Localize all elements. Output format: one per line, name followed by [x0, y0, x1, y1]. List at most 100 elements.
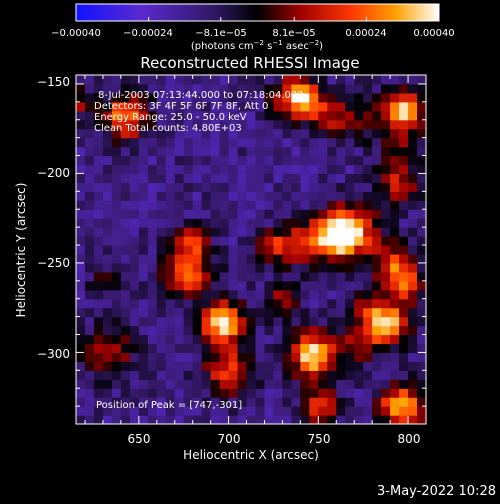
heatmap-cell [399, 316, 409, 327]
heatmap-cell [273, 191, 284, 201]
heatmap-cell [354, 406, 364, 416]
heatmap-cell [264, 209, 275, 219]
heatmap-cell [417, 83, 426, 94]
heatmap-cell [237, 83, 248, 94]
heatmap-cell [255, 110, 266, 121]
heatmap-cell [138, 271, 149, 282]
heatmap-cell [390, 200, 400, 210]
heatmap-cell [336, 262, 346, 273]
heatmap-cell [156, 406, 167, 416]
heatmap-cell [156, 370, 167, 380]
heatmap-cell [327, 343, 337, 354]
heatmap-cell [309, 101, 319, 112]
heatmap-cell [255, 388, 266, 398]
heatmap-cell [282, 128, 292, 139]
heatmap-cell [381, 218, 391, 228]
heatmap-cell [408, 200, 418, 210]
heatmap-cell [309, 370, 319, 380]
heatmap-cell [381, 191, 391, 201]
heatmap-cell [120, 164, 131, 175]
heatmap-cell [93, 316, 104, 327]
heatmap-cell [291, 200, 301, 210]
heatmap-cell [228, 245, 239, 255]
heatmap-cell [309, 75, 319, 85]
heatmap-cell [399, 137, 409, 148]
heatmap-cell [84, 236, 95, 246]
heatmap-cell [183, 75, 194, 85]
heatmap-cell [165, 253, 176, 264]
heatmap-cell [300, 361, 310, 371]
heatmap-cell [372, 262, 382, 273]
heatmap-cell [291, 379, 301, 389]
heatmap-cell [255, 218, 266, 228]
heatmap-cell [381, 316, 391, 327]
heatmap-cell [390, 173, 400, 183]
heatmap-cell [147, 298, 158, 309]
heatmap-cell [138, 200, 149, 210]
heatmap-cell [210, 92, 221, 103]
heatmap-cell [255, 128, 266, 139]
heatmap-cell [354, 137, 364, 148]
heatmap-cell [237, 388, 248, 398]
heatmap-cell [76, 173, 86, 183]
heatmap-cell [237, 271, 248, 282]
heatmap-cell [282, 397, 292, 407]
heatmap-cell [318, 325, 328, 336]
heatmap-cell [183, 370, 194, 380]
heatmap-cell [228, 110, 239, 121]
heatmap-cell [327, 200, 337, 210]
heatmap-cell [264, 191, 275, 201]
heatmap-cell [156, 227, 167, 237]
heatmap-cell [363, 200, 373, 210]
heatmap-cell [192, 253, 203, 264]
heatmap-cell [138, 110, 149, 121]
heatmap-cell [147, 83, 158, 94]
heatmap-cell [291, 119, 301, 130]
heatmap-cell [76, 298, 86, 309]
heatmap-cell [102, 75, 113, 85]
heatmap-cell [390, 325, 400, 336]
heatmap-cell [138, 182, 149, 192]
heatmap-cell [336, 101, 346, 112]
heatmap-cell [246, 200, 257, 210]
heatmap-cell [192, 173, 203, 183]
heatmap-cell [147, 110, 158, 121]
heatmap-cell [417, 137, 426, 148]
heatmap-cell [399, 227, 409, 237]
heatmap-cell [309, 209, 319, 219]
heatmap-cell [228, 119, 239, 130]
heatmap-cell [156, 245, 167, 255]
heatmap-cell [417, 191, 426, 201]
heatmap-cell [300, 325, 310, 336]
heatmap-cell [363, 397, 373, 407]
heatmap-cell [282, 253, 292, 264]
heatmap-cell [345, 289, 355, 300]
heatmap-cell [354, 227, 364, 237]
heatmap-cell [147, 92, 158, 103]
heatmap-cell [93, 83, 104, 94]
heatmap-cell [300, 298, 310, 309]
heatmap-cell [345, 75, 355, 85]
heatmap-cell [228, 298, 239, 309]
heatmap-cell [264, 361, 275, 371]
heatmap-cell [363, 262, 373, 273]
heatmap-cell [345, 137, 355, 148]
heatmap-cell [309, 155, 319, 166]
heatmap-cell [93, 262, 104, 273]
heatmap-cell [228, 370, 239, 380]
heatmap-cell [201, 191, 212, 201]
heatmap-cell [327, 298, 337, 309]
heatmap-cell [300, 406, 310, 416]
heatmap-cell [327, 253, 337, 264]
heatmap-cell [300, 173, 310, 183]
heatmap-cell [111, 128, 122, 139]
heatmap-cell [102, 137, 113, 148]
heatmap-cell [93, 101, 104, 112]
heatmap-cell [282, 75, 292, 85]
heatmap-cell [309, 415, 319, 424]
heatmap-cell [219, 155, 230, 166]
heatmap-cell [408, 379, 418, 389]
heatmap-cell [201, 298, 212, 309]
heatmap-cell [345, 191, 355, 201]
heatmap-cell [327, 164, 337, 175]
